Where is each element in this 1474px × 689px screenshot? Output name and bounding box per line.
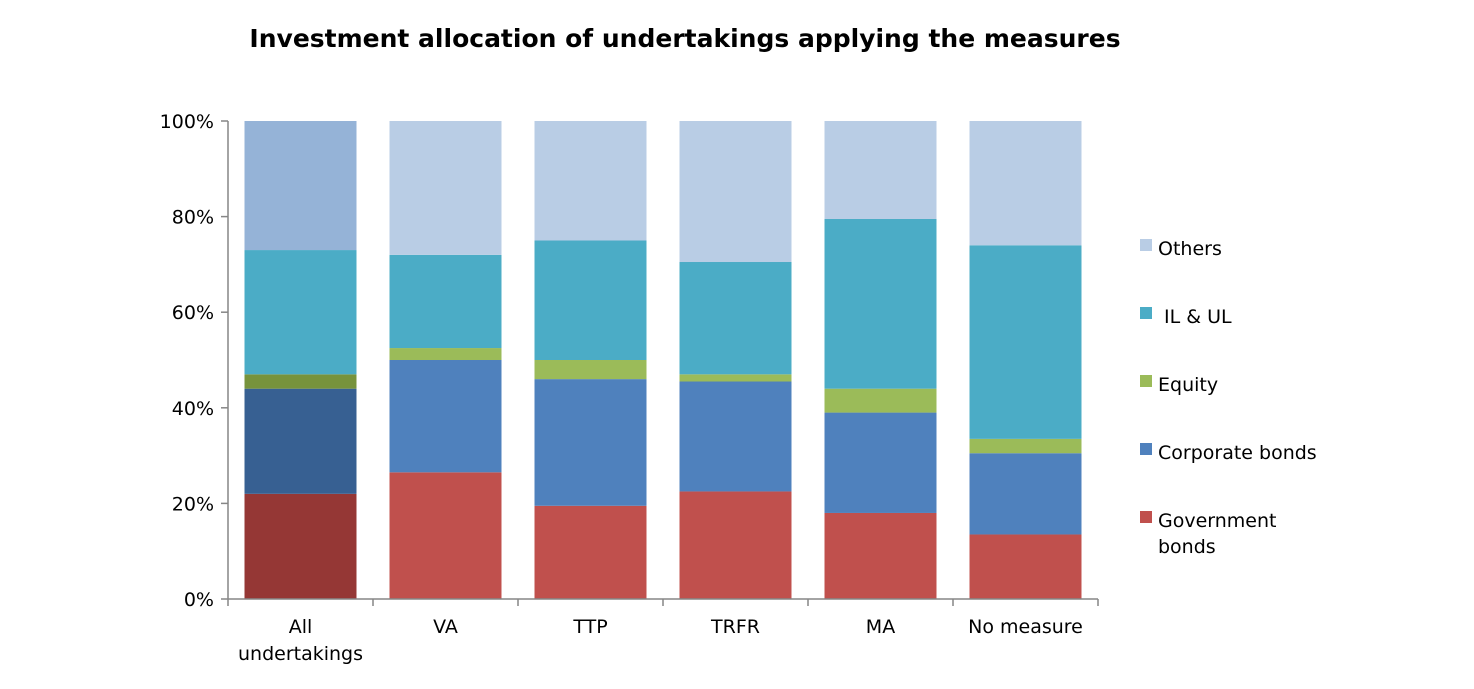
x-category-label: All [289,616,313,638]
bar-segment-government-bonds-all-undertakings [244,493,357,599]
x-category-label: VA [433,616,458,638]
bar-segment-corporate-bonds-ma [824,412,937,513]
legend-label: Others [1158,238,1222,260]
bar-segment-il-ul-all-undertakings [244,250,357,375]
y-tick-label: 100% [160,111,214,133]
bar-segment-corporate-bonds-va [389,360,502,473]
x-category-label: undertakings [238,643,363,665]
x-category-label: TRFR [710,616,760,638]
bar-segment-il-ul-trfr [679,262,792,375]
bar-segment-equity-trfr [679,374,792,382]
bar-segment-equity-ma [824,388,937,413]
bar-segment-il-ul-ma [824,218,937,389]
bar-segment-others-ma [824,121,937,219]
bar-segment-others-va [389,121,502,255]
bar-segment-others-ttp [534,121,647,241]
y-tick-label: 80% [172,207,214,229]
bar-segment-corporate-bonds-no-measure [969,453,1082,535]
chart-title: Investment allocation of undertakings ap… [249,24,1121,53]
bar-segment-equity-all-undertakings [244,374,357,389]
x-category-label: MA [866,616,895,638]
y-tick-label: 20% [172,493,214,515]
y-tick-label: 60% [172,302,214,324]
legend-swatch [1140,307,1152,319]
legend-label: bonds [1158,536,1216,558]
bar-segment-government-bonds-no-measure [969,534,1082,599]
legend-swatch [1140,375,1152,387]
bar-segment-corporate-bonds-all-undertakings [244,388,357,494]
legend-label: Government [1158,510,1277,532]
y-tick-label: 40% [172,398,214,420]
legend-swatch [1140,443,1152,455]
bar-segment-others-trfr [679,121,792,263]
bar-segment-others-all-undertakings [244,121,357,251]
bar-segment-equity-va [389,348,502,360]
bar-segment-others-no-measure [969,121,1082,246]
x-category-label: No measure [968,616,1083,638]
bar-segment-il-ul-ttp [534,240,647,360]
bar-segment-government-bonds-trfr [679,491,792,599]
bar-segment-equity-ttp [534,360,647,380]
legend-swatch [1140,239,1152,251]
bar-segment-il-ul-no-measure [969,245,1082,439]
y-tick-label: 0% [184,589,214,611]
bar-segment-corporate-bonds-trfr [679,381,792,492]
legend-label: Corporate bonds [1158,442,1317,464]
bar-segment-government-bonds-ttp [534,505,647,599]
bar-segment-equity-no-measure [969,438,1082,454]
bar-segment-il-ul-va [389,254,502,349]
bar-segment-corporate-bonds-ttp [534,379,647,506]
legend-label: IL & UL [1158,306,1232,328]
bar-segment-government-bonds-va [389,472,502,599]
x-category-label: TTP [572,616,607,638]
legend-swatch [1140,511,1152,523]
legend-label: Equity [1158,374,1218,396]
bar-segment-government-bonds-ma [824,512,937,599]
